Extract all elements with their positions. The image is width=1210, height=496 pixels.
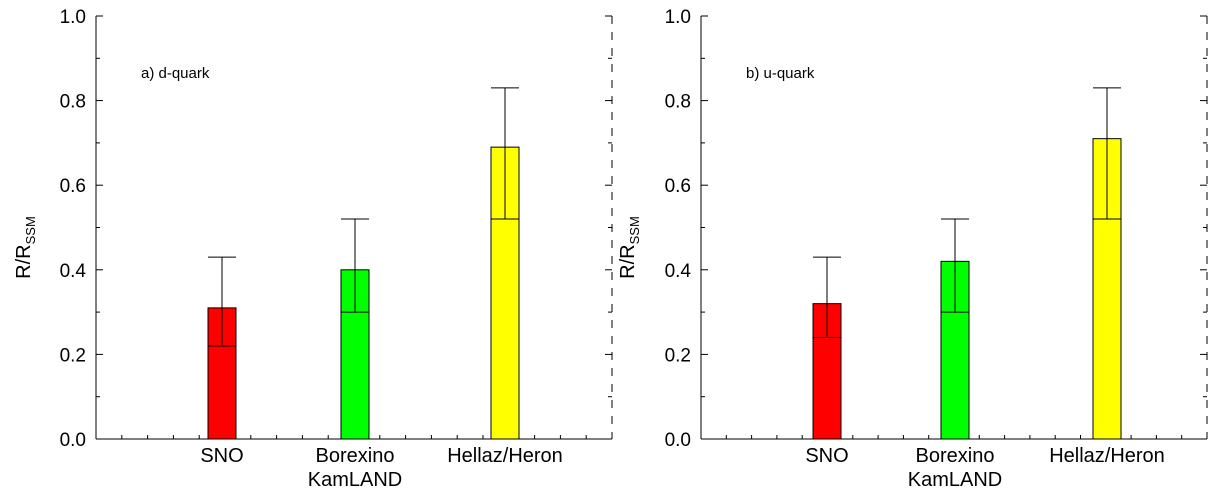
- category-label: Hellaz/Heron: [447, 445, 563, 467]
- y-tick-label: 1.0: [60, 7, 86, 28]
- y-axis-label: R/RSSM: [617, 216, 642, 279]
- y-axis-label: R/RSSM: [13, 216, 38, 279]
- panel-label: b) u-quark: [746, 65, 815, 82]
- category-label: SNO: [805, 445, 848, 467]
- y-tick-label: 0.2: [665, 345, 691, 366]
- chart-panel-u-quark: 0.0 0.2 0.4 0.6 0.8 1.0 R/RSSM b) u-quark SNO Bor…: [617, 7, 1208, 491]
- y-tick-label: 1.0: [665, 7, 691, 28]
- y-tick-label: 0.8: [665, 92, 691, 113]
- category-label: SNO: [200, 445, 243, 467]
- y-tick-label: 0.6: [665, 176, 691, 197]
- y-tick-label: 0.6: [60, 176, 86, 197]
- category-label: KamLAND: [308, 469, 402, 491]
- chart-panel-d-quark: 0.0 0.2 0.4 0.6 0.8 1.0 R/RSSM a) d-quark SNO Bor…: [13, 7, 613, 491]
- y-tick-label: 0.4: [665, 261, 692, 282]
- category-label: Borexino: [316, 445, 395, 467]
- y-tick-label: 0.0: [60, 430, 86, 451]
- y-tick-label: 0.4: [60, 261, 87, 282]
- panel-label: a) d-quark: [141, 65, 210, 82]
- y-tick-label: 0.2: [60, 345, 86, 366]
- y-tick-label: 0.0: [665, 430, 691, 451]
- category-label: KamLAND: [908, 469, 1002, 491]
- y-tick-label: 0.8: [60, 92, 86, 113]
- category-label: Hellaz/Heron: [1049, 445, 1165, 467]
- category-label: Borexino: [916, 445, 995, 467]
- bar: [812, 303, 842, 440]
